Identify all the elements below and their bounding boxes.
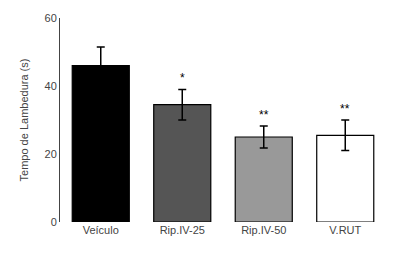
svg-text:Tempo de Lambedura (s): Tempo de Lambedura (s) bbox=[18, 59, 30, 182]
svg-text:20: 20 bbox=[45, 148, 57, 160]
svg-text:40: 40 bbox=[45, 80, 57, 92]
svg-text:60: 60 bbox=[45, 12, 57, 24]
svg-text:Rip.IV-50: Rip.IV-50 bbox=[241, 224, 286, 236]
svg-text:V.RUT: V.RUT bbox=[329, 224, 361, 236]
svg-text:Rip.IV-25: Rip.IV-25 bbox=[160, 224, 205, 236]
svg-text:*: * bbox=[180, 71, 185, 85]
svg-text:**: ** bbox=[340, 102, 350, 116]
svg-text:0: 0 bbox=[51, 216, 57, 228]
svg-text:**: ** bbox=[259, 108, 269, 122]
svg-text:Veículo: Veículo bbox=[83, 224, 119, 236]
